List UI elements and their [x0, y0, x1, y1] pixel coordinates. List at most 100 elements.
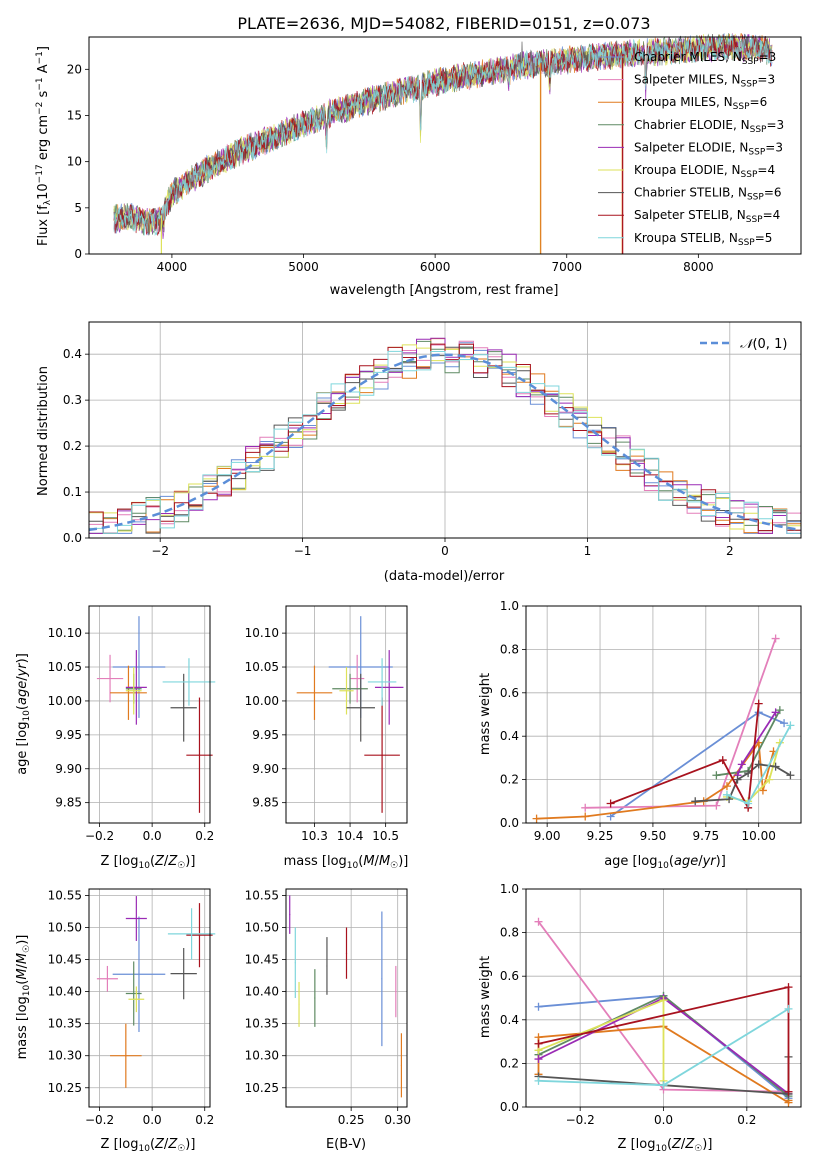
mass-vs-Z-frame — [88, 888, 211, 1108]
weights-vs-age-ytick-label: 1.0 — [500, 599, 519, 613]
weights-vs-Z-frame — [525, 888, 802, 1108]
mass-vs-ebv-point-1 — [395, 990, 397, 993]
normal-curve — [88, 353, 802, 532]
mass-vs-ebv-ytick-label: 10.25 — [245, 1081, 279, 1095]
mass-vs-Z-grid — [89, 889, 210, 1107]
age-vs-mass-point-7 — [381, 754, 383, 756]
spectrum-xtick-label: 5000 — [288, 260, 319, 274]
spectrum-legend-label-6: Chabrier STELIB, NSSP=6 — [634, 186, 782, 203]
age-vs-Z-ytick-label: 9.90 — [55, 762, 82, 776]
weights-vs-age-marker-7 — [754, 699, 763, 708]
residuals-ytick-label: 0.3 — [63, 393, 82, 407]
mass-vs-Z-point-4 — [135, 917, 137, 920]
age-vs-Z-point-2 — [127, 692, 130, 694]
age-vs-Z-plot-area: −0.2 0.0 0.2 9.85 9.90 9.95 10.00 10.05 10.10 — [48, 605, 216, 843]
residual-panel: −2 −1 0 1 2 0.0 0.1 0.2 0.3 0.4 (data-model)/erro… — [36, 321, 802, 584]
spectrum-line-6 — [113, 33, 773, 236]
spectrum-ytick-label: 15 — [67, 108, 82, 122]
mass-vs-ebv-point-4 — [289, 914, 291, 916]
age-vs-Z-panel: −0.2 0.0 0.2 9.85 9.90 9.95 10.00 10.05 10.10 Z … — [15, 605, 216, 871]
weights-vs-age-marker-8 — [786, 721, 795, 730]
weights-vs-age-plot-area: 9.00 9.25 9.50 9.75 10.00 0.0 0.2 0.4 0.6 0.8 1.0 — [500, 599, 802, 843]
weights-vs-age-ytick-label: 0.4 — [500, 729, 519, 743]
residuals-ytick-label: 0.0 — [63, 531, 82, 545]
weights-vs-Z-marker-8 — [784, 1004, 793, 1013]
age-vs-Z-point-5 — [133, 690, 135, 692]
residual-ylabel: Normed distribution — [36, 366, 51, 496]
mass-vs-ebv-ytick-label: 10.40 — [245, 985, 279, 999]
weights-vs-Z-xtick-label: −0.2 — [566, 1113, 595, 1127]
weights-vs-age-marker-2 — [532, 814, 541, 823]
age-vs-Z-ytick-label: 9.95 — [55, 728, 82, 742]
residuals-frame — [88, 321, 802, 539]
age-vs-Z-point-1 — [109, 677, 111, 680]
spectrum-marks — [113, 33, 773, 254]
age-vs-Z-frame — [88, 605, 211, 824]
spectrum-legend-label-0: Chabrier MILES, NSSP=3 — [634, 50, 776, 67]
mass-vs-ebv-panel: 0.25 0.30 10.25 10.30 10.35 10.40 10.45 10.50 10… — [245, 888, 411, 1152]
mass-vs-Z-ytick-label: 10.50 — [48, 920, 82, 934]
mass-vs-ebv-xlabel: E(B-V) — [326, 1137, 366, 1152]
spectrum-legend-label-3: Chabrier ELODIE, NSSP=3 — [634, 118, 784, 135]
residual-xlabel: (data-model)/error — [384, 569, 505, 584]
age-vs-Z-ytick-label: 9.85 — [55, 796, 82, 810]
weights-vs-age-marker-4 — [771, 708, 780, 717]
mass-vs-ebv-ytick-label: 10.30 — [245, 1049, 279, 1063]
weights-vs-Z-marker-8 — [534, 1076, 543, 1085]
mass-vs-Z-xtick-label: −0.2 — [85, 1113, 114, 1127]
spectrum-xtick-label: 6000 — [420, 260, 451, 274]
age-vs-Z-xtick-label: 0.2 — [195, 829, 214, 843]
spectrum-line-7 — [113, 34, 773, 236]
mass-vs-ebv-grid — [286, 889, 407, 1107]
weights-vs-age-marker-5 — [765, 775, 774, 784]
spectrum-xtick-label: 4000 — [157, 260, 188, 274]
age-vs-Z-point-8 — [188, 681, 190, 683]
weights-vs-Z-series-5 — [538, 998, 665, 1081]
weights-vs-age-series-1 — [585, 638, 777, 809]
mass-vs-ebv-point-2 — [400, 1064, 403, 1066]
residuals-marks — [88, 337, 802, 534]
age-vs-mass-ytick-label: 10.00 — [245, 694, 279, 708]
weights-vs-Z-ytick-label: 0.8 — [500, 926, 519, 940]
age-vs-mass-xtick-label: 10.3 — [301, 829, 328, 843]
spectrum-ytick-label: 0 — [74, 247, 82, 261]
age-vs-mass-plot-area: 10.3 10.4 10.5 9.85 9.90 9.95 10.00 10.05 10.10 — [245, 605, 408, 843]
spectrum-ytick-label: 20 — [67, 62, 82, 76]
mass-vs-Z-point-1 — [106, 978, 109, 980]
spectrum-plot-area: 4000 5000 6000 7000 8000 0 5 10 15 20 — [67, 33, 802, 274]
weights-vs-age-frame — [525, 605, 802, 824]
figure-title: PLATE=2636, MJD=54082, FIBERID=0151, z=0… — [237, 14, 650, 33]
weights-vs-age-marker-8 — [722, 790, 731, 799]
weights-vs-age-marker-2 — [722, 782, 731, 791]
weights-vs-age-marker-6 — [691, 797, 700, 806]
residuals-xtick-label: −2 — [151, 544, 169, 558]
age-vs-mass-point-4 — [388, 686, 390, 688]
weights-vs-age-marker-2 — [758, 786, 767, 795]
weights-vs-age-marker-1 — [771, 634, 780, 643]
mass-vs-ebv-frame — [285, 888, 408, 1108]
mass-vs-Z-point-2 — [125, 1055, 127, 1057]
mass-vs-ebv-ytick-label: 10.55 — [245, 888, 279, 902]
mass-vs-ebv-ytick-label: 10.45 — [245, 953, 279, 967]
weights-vs-age-marker-1 — [581, 803, 590, 812]
age-vs-mass-point-2 — [313, 692, 316, 694]
normal-legend-label: 𝒩(0, 1) — [740, 337, 787, 352]
age-vs-mass-point-1 — [356, 677, 358, 680]
spectrum-legend-label-7: Salpeter STELIB, NSSP=4 — [634, 208, 780, 225]
weights-vs-age-series-7 — [610, 703, 760, 811]
spectrum-legend-label-4: Salpeter ELODIE, NSSP=3 — [634, 140, 783, 157]
age-vs-mass-point-3 — [349, 688, 351, 690]
mass-vs-Z-ytick-label: 10.25 — [48, 1081, 82, 1095]
residuals-xtick-label: −1 — [294, 544, 312, 558]
age-vs-mass-point-5 — [345, 690, 348, 692]
residuals-xtick-label: 0 — [441, 544, 449, 558]
weights-vs-Z-marker-7 — [784, 983, 793, 992]
weights-vs-age-marker-1 — [712, 801, 721, 810]
mass-vs-Z-point-5 — [135, 998, 137, 1000]
age-vs-Z-xtick-label: 0.0 — [143, 829, 162, 843]
age-vs-mass-point-6 — [360, 707, 362, 709]
weights-vs-age-ytick-label: 0.0 — [500, 816, 519, 830]
age-vs-mass-frame — [285, 605, 408, 824]
weights-vs-age-marker-3 — [775, 706, 784, 715]
spectrum-xtick-label: 8000 — [683, 260, 714, 274]
